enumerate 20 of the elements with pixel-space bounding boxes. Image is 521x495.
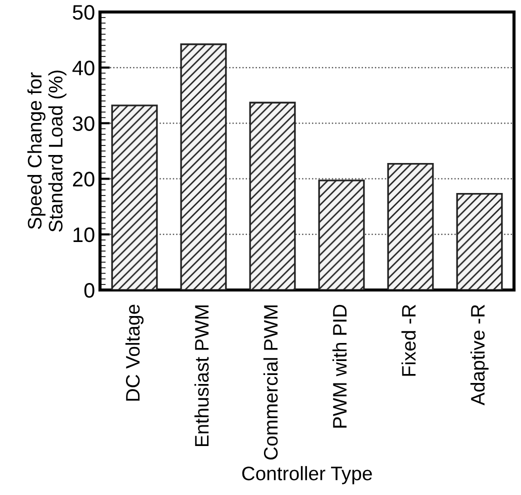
y-tick-label: 30	[72, 116, 94, 131]
y-tick-label: 0	[84, 283, 94, 298]
x-tick-label: Enthusiast PWM	[194, 305, 209, 446]
x-tick-label: Commercial PWM	[263, 305, 278, 460]
y-tick-label: 10	[74, 227, 94, 242]
x-axis-title: Controller Type	[242, 466, 372, 484]
y-axis-title: Speed Change for Standard Load (%)	[27, 70, 66, 232]
y-tick-label: 40	[72, 60, 94, 76]
bar	[111, 104, 158, 290]
bar	[318, 180, 365, 290]
x-tick-label: Fixed -R	[401, 304, 416, 376]
y-tick-label: 50	[72, 5, 94, 20]
bar	[249, 102, 296, 290]
bar	[180, 43, 227, 290]
x-tick-label: PWM with PID	[332, 304, 347, 428]
y-tick-label: 20	[73, 172, 94, 187]
bar	[387, 162, 434, 290]
bar	[456, 192, 503, 290]
x-tick-label: DC Voltage	[125, 304, 144, 401]
x-tick-label: Adaptive -R	[470, 304, 489, 406]
